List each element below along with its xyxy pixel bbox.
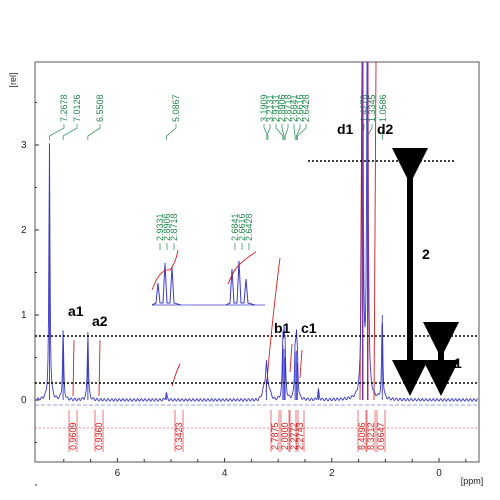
inset-peak-label: 2.9331 bbox=[155, 213, 165, 241]
peak-label-leader bbox=[293, 124, 296, 140]
integral-curve-d2 bbox=[373, 61, 377, 401]
integral-value: 2.2772 bbox=[289, 422, 299, 450]
integral-values: 0.9609 0.9360 0.3423 2.7875 2.0000 2.27722.27… bbox=[68, 410, 386, 452]
peak-label: 2.8718 bbox=[283, 94, 293, 122]
peak-label: 1.4278 bbox=[359, 94, 369, 122]
peak-label: 3.1909 bbox=[259, 94, 269, 122]
x-tick-label: 4 bbox=[222, 468, 228, 479]
annotation-a2: a2 bbox=[92, 313, 108, 329]
peak-label-leader bbox=[266, 124, 271, 140]
peak-label: 1.0586 bbox=[378, 94, 388, 122]
peak-label: 6.5508 bbox=[95, 94, 105, 122]
annotation-b1: b1 bbox=[274, 320, 291, 336]
peak-labels: 7.2678 7.0126 6.5508 5.0867 3.19093.21312.91… bbox=[49, 94, 388, 140]
inset-multiplet-right bbox=[225, 260, 256, 306]
spectrum-trace bbox=[35, 61, 478, 402]
peak-label-leader bbox=[87, 124, 101, 140]
y-tick-label: 0 bbox=[21, 395, 27, 406]
annotation-arrow-2: 2 bbox=[422, 246, 430, 262]
x-axis-unit-label: [ppm] bbox=[461, 476, 484, 486]
integral-value: 2.2743 bbox=[295, 422, 305, 450]
annotation-arrow-1: 1 bbox=[454, 355, 462, 371]
y-axis-unit-label: [rel] bbox=[8, 72, 18, 87]
y-axis-ticks: 3 2 1 0 bbox=[21, 102, 39, 486]
peak-label-leader bbox=[281, 124, 285, 140]
inset-peak-label: 2.6616 bbox=[237, 213, 247, 241]
integral-value: 2.7875 bbox=[270, 422, 280, 450]
integral-curve-e bbox=[171, 363, 181, 387]
annotation-a1: a1 bbox=[68, 303, 84, 319]
peak-label-leader bbox=[166, 124, 177, 140]
peak-label-leader bbox=[381, 124, 384, 140]
inset-integral-right bbox=[227, 251, 257, 285]
y-tick-label: 2 bbox=[21, 225, 27, 236]
peak-label: 3.2131 bbox=[265, 94, 275, 122]
peak-label: 2.6616 bbox=[295, 94, 305, 122]
peak-label-leader bbox=[49, 124, 65, 140]
x-tick-label: 2 bbox=[329, 468, 335, 479]
integral-curve-c1 bbox=[289, 343, 293, 373]
integral-value: 0.6647 bbox=[376, 422, 386, 450]
inset-peak-label: 2.8718 bbox=[169, 213, 179, 241]
peak-label-leader bbox=[295, 124, 301, 140]
annotation-d1: d1 bbox=[337, 121, 354, 137]
integral-value: 0.9609 bbox=[68, 422, 78, 450]
peak-label: 7.2678 bbox=[59, 94, 69, 122]
y-tick-label: 3 bbox=[21, 140, 27, 151]
inset-peak-label: 2.6428 bbox=[244, 213, 254, 241]
peak-label-leader bbox=[263, 124, 269, 140]
peak-label-leader bbox=[284, 124, 289, 140]
peak-label-leader bbox=[275, 124, 284, 140]
integral-curve-a2 bbox=[98, 339, 101, 397]
integral-value: 0.3423 bbox=[174, 422, 184, 450]
plot-frame bbox=[34, 61, 480, 463]
peak-label-leader bbox=[296, 124, 307, 140]
integral-curve-a1 bbox=[72, 339, 75, 397]
integral-value: 0.9360 bbox=[94, 422, 104, 450]
peak-label: 7.0126 bbox=[72, 94, 82, 122]
x-axis-ticks: 6 4 2 0 bbox=[63, 458, 467, 479]
y-tick-label: 1 bbox=[21, 310, 27, 321]
integral-curves bbox=[72, 61, 377, 401]
peak-label: 1.3345 bbox=[367, 94, 377, 122]
peak-label: 2.6841 bbox=[289, 94, 299, 122]
inset-peak-label: 2.6841 bbox=[230, 213, 240, 241]
annotation-c1: c1 bbox=[301, 320, 317, 336]
integral-value: 8.3212 bbox=[366, 422, 376, 450]
peak-label: 5.0867 bbox=[171, 94, 181, 122]
integral-value: 8.4096 bbox=[357, 422, 367, 450]
annotation-d2: d2 bbox=[377, 121, 394, 137]
peak-marks bbox=[48, 62, 383, 400]
peak-label: 2.9131 bbox=[271, 94, 281, 122]
x-tick-label: 0 bbox=[436, 468, 442, 479]
x-tick-label: 6 bbox=[115, 468, 121, 479]
integral-curve-c2 bbox=[299, 349, 303, 379]
inset-integral-left bbox=[151, 249, 179, 291]
peak-label: 2.6428 bbox=[301, 94, 311, 122]
inset-peak-label: 2.8906 bbox=[162, 213, 172, 241]
peak-label: 2.8906 bbox=[277, 94, 287, 122]
peak-label-leader bbox=[62, 124, 78, 140]
integral-value: 2.0000 bbox=[280, 422, 290, 450]
inset-multiplet-left bbox=[151, 262, 182, 306]
